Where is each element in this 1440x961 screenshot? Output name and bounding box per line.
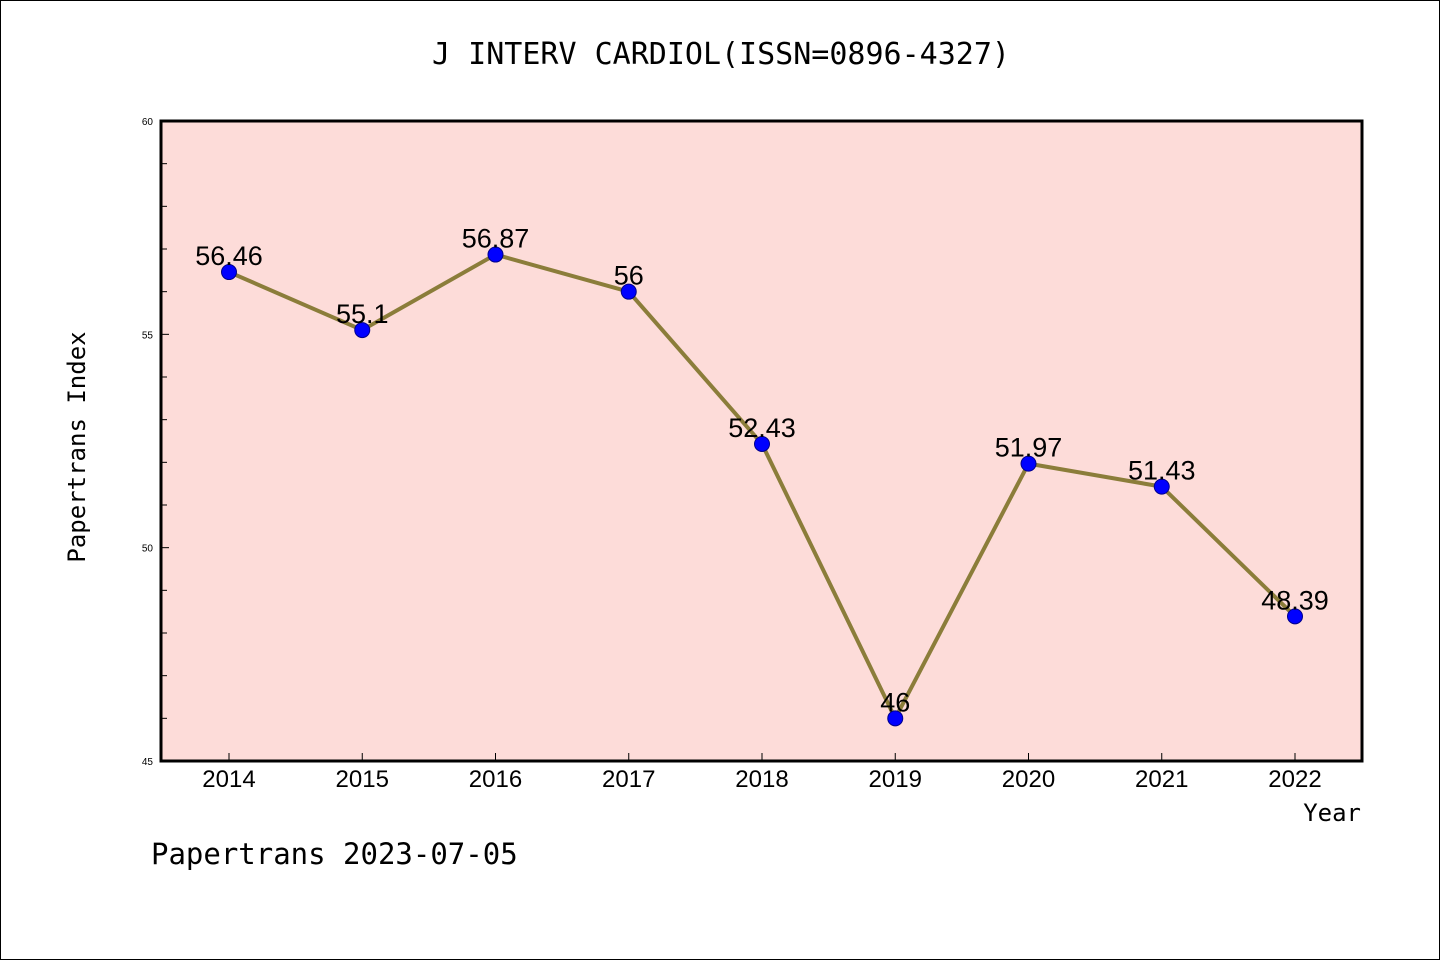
data-label: 51.43: [1128, 456, 1196, 486]
y-tick-label: 50: [142, 544, 154, 555]
footer-note: Papertrans 2023-07-05: [151, 837, 518, 871]
chart-title: J INTERV CARDIOL(ISSN=0896-4327): [432, 37, 1010, 72]
data-point: [1020, 455, 1037, 472]
x-axis-label: Year: [1303, 799, 1361, 827]
data-point: [1287, 608, 1303, 625]
data-point: [1153, 478, 1170, 495]
data-point: [487, 246, 504, 263]
y-axis: 45 50 55 60: [142, 117, 169, 768]
x-tick-label: 2018: [735, 766, 788, 793]
x-tick-label: 2017: [602, 766, 655, 793]
data-label: 56.46: [195, 241, 263, 271]
x-tick-label: 2020: [1002, 766, 1055, 793]
data-label: 52.43: [728, 413, 796, 443]
data-point: [887, 710, 904, 727]
y-axis-label: Papertrans Index: [63, 331, 91, 562]
data-point: [354, 322, 371, 339]
y-tick-label: 55: [142, 330, 154, 341]
data-labels: 56.46 55.1 56.87 56 52.43 46 51.97 51.43 48.39: [195, 224, 1329, 718]
data-label: 56: [614, 261, 644, 291]
x-tick-label: 2019: [869, 766, 922, 793]
series-markers: [221, 246, 1303, 727]
data-label: 56.87: [462, 224, 530, 254]
x-tick-label: 2014: [202, 766, 255, 793]
data-label: 51.97: [995, 433, 1063, 463]
data-label: 48.39: [1261, 585, 1329, 615]
data-point: [221, 264, 237, 281]
data-label: 46: [880, 687, 910, 717]
y-tick-label: 60: [142, 117, 154, 128]
y-tick-label: 45: [142, 757, 154, 768]
x-tick-label: 2015: [336, 766, 389, 793]
x-tick-label: 2021: [1135, 766, 1188, 793]
data-point: [620, 283, 637, 300]
x-tick-label: 2016: [469, 766, 522, 793]
x-axis: 2014 2015 2016 2017 2018 2019 2020 2021 2022: [202, 753, 1322, 793]
data-point: [754, 435, 770, 452]
data-label: 55.1: [336, 299, 389, 329]
x-tick-label: 2022: [1268, 766, 1321, 793]
